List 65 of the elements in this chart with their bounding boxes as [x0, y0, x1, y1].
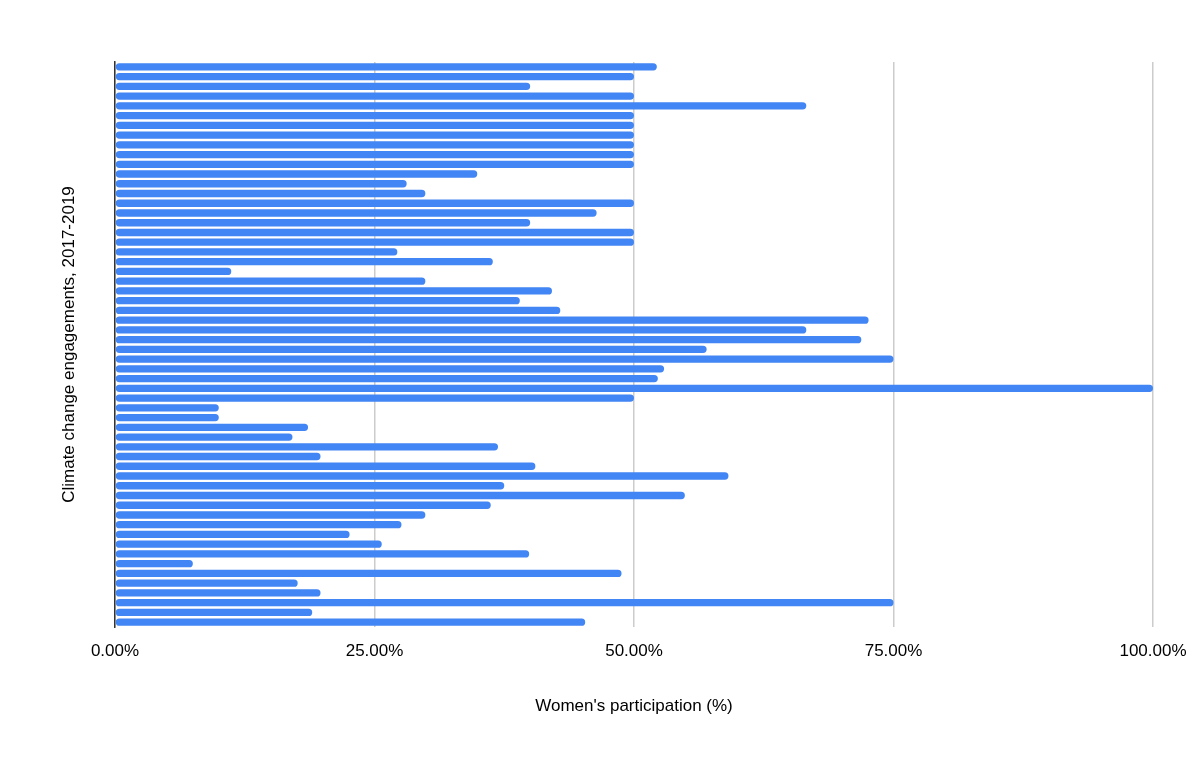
bar	[115, 355, 894, 363]
bar	[115, 598, 894, 607]
bar	[115, 579, 298, 587]
bar	[115, 608, 313, 617]
bar	[115, 345, 707, 354]
bar	[115, 306, 561, 315]
bar	[115, 452, 321, 461]
bar	[115, 121, 634, 129]
bar	[115, 550, 530, 558]
bar	[115, 560, 193, 568]
bar	[115, 258, 493, 266]
bar	[115, 482, 505, 490]
bar	[115, 267, 232, 276]
bar	[115, 189, 426, 198]
bar	[115, 540, 382, 548]
x-tick-label: 75.00%	[864, 640, 923, 660]
bar	[115, 335, 862, 344]
bar	[115, 365, 665, 373]
bar	[115, 521, 402, 529]
bar	[115, 238, 634, 246]
bar	[115, 472, 729, 480]
bar	[115, 63, 657, 71]
bar	[115, 92, 634, 100]
bar	[115, 491, 685, 500]
bar	[115, 462, 536, 470]
bar	[115, 180, 407, 188]
bar	[115, 82, 531, 91]
bar	[115, 326, 807, 334]
bar	[115, 248, 398, 256]
bar	[115, 297, 520, 305]
bar	[115, 141, 634, 149]
x-axis-title: Women's participation (%)	[535, 696, 733, 716]
bar	[115, 501, 491, 509]
bar	[115, 511, 426, 519]
bar	[115, 423, 309, 431]
bar	[115, 199, 634, 207]
bar	[115, 316, 869, 324]
bar	[115, 589, 321, 597]
bar	[115, 170, 478, 178]
bar	[115, 374, 658, 383]
bar	[115, 102, 807, 110]
bar	[115, 384, 1153, 392]
bar	[115, 569, 622, 578]
x-tick-label: 50.00%	[605, 640, 663, 660]
bar	[115, 287, 552, 295]
bar	[115, 618, 586, 626]
bar	[115, 394, 634, 402]
bar	[115, 530, 350, 539]
bar	[115, 433, 293, 441]
bar	[115, 160, 634, 168]
bar	[115, 111, 634, 120]
bar	[115, 413, 219, 422]
x-tick-label: 100.00%	[1119, 640, 1187, 660]
bar	[115, 219, 531, 227]
bar	[115, 277, 426, 285]
bar	[115, 209, 597, 217]
bar	[115, 443, 499, 451]
bar	[115, 228, 634, 237]
bar	[115, 131, 634, 139]
bar	[115, 404, 219, 412]
bar	[115, 150, 634, 159]
x-tick-label: 25.00%	[345, 640, 404, 660]
y-axis-title: Climate change engagements, 2017-2019	[58, 186, 78, 503]
bar	[115, 72, 634, 81]
x-tick-label: 0.00%	[90, 640, 140, 660]
